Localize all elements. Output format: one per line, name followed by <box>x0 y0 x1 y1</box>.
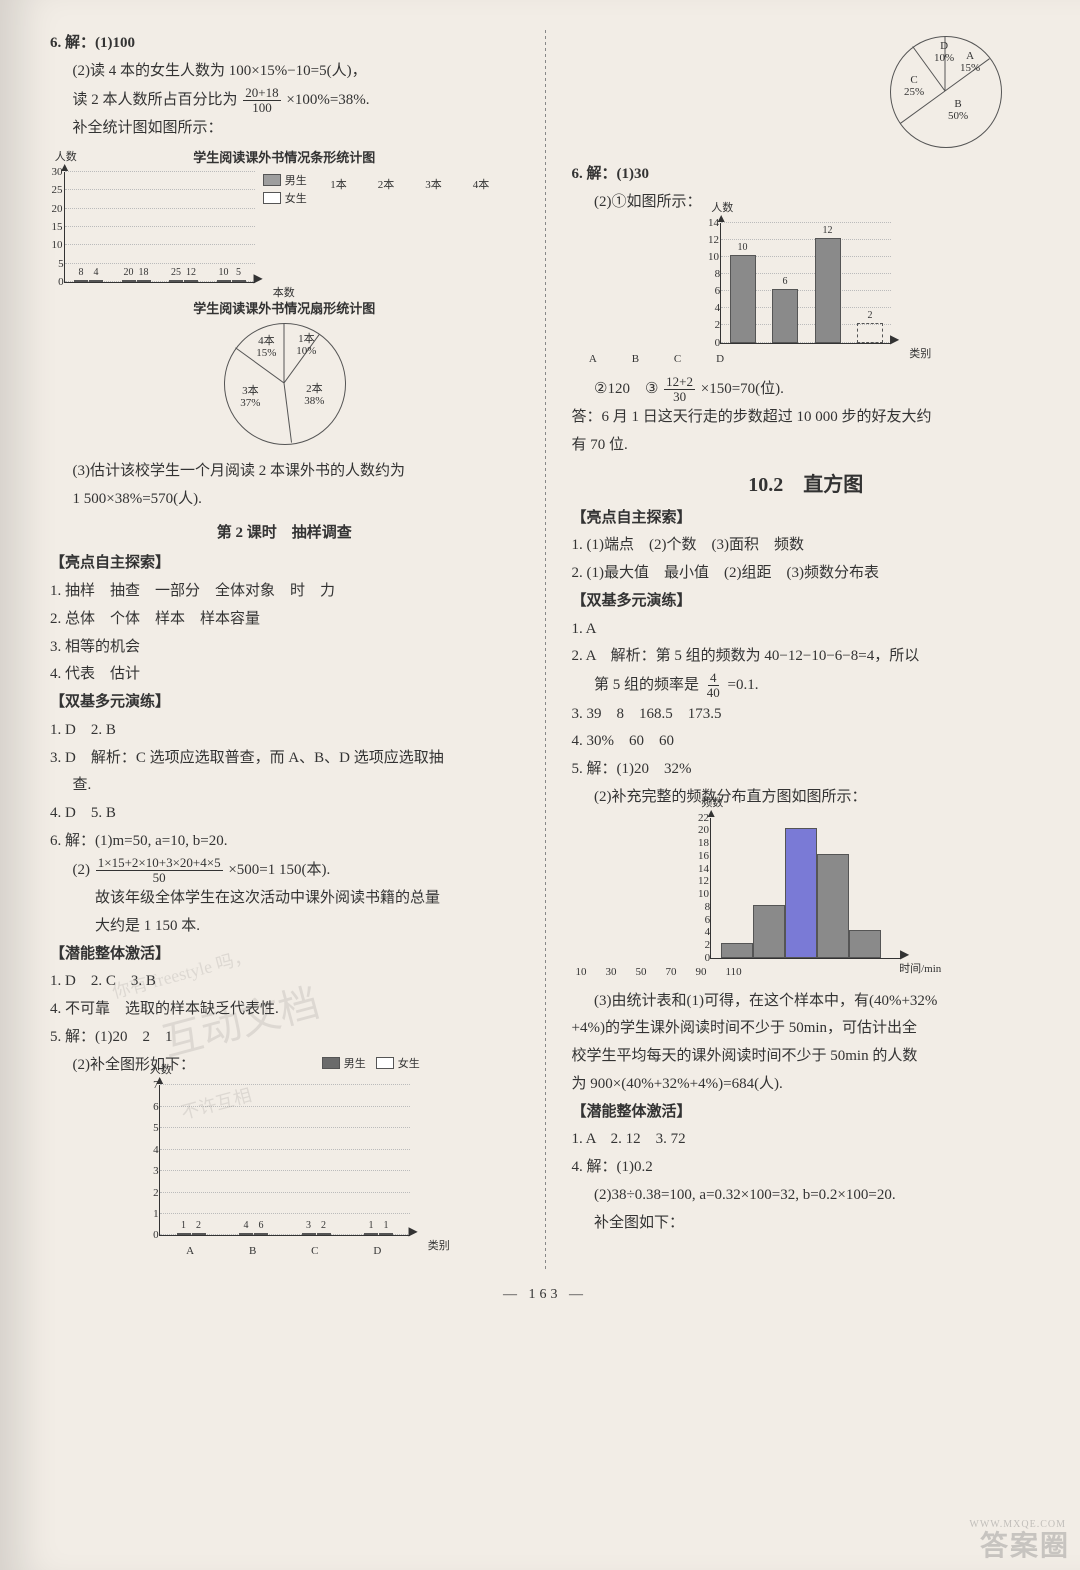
fraction: 20+18 100 <box>243 86 280 116</box>
bar-chart-3-legend: 男生女生 <box>322 1055 420 1071</box>
bar-chart-3: 01234567人数类别▲▶12463211 <box>159 1085 410 1236</box>
two-column-layout: 6. 解：(1)100 (2)读 4 本的女生人数为 100×15%−10=5(… <box>50 30 1040 1269</box>
block-1-title: 【亮点自主探索】 <box>50 550 519 578</box>
b1-2: 2. 总体 个体 样本 样本容量 <box>50 606 519 634</box>
b1-3: 3. 相等的机会 <box>50 634 519 662</box>
rb2-3: 3. 39 8 168.5 173.5 <box>572 701 1041 729</box>
r4: 答：6 月 1 日这天行走的步数超过 10 000 步的好友大约 <box>572 404 1041 432</box>
b1-4: 4. 代表 估计 <box>50 661 519 689</box>
b2-6: 故该年级全体学生在这次活动中课外阅读书籍的总量 <box>50 885 519 913</box>
block-2-title: 【双基多元演练】 <box>50 689 519 717</box>
page-number: — 163 — <box>50 1287 1040 1303</box>
r5: 有 70 位. <box>572 432 1041 460</box>
rb2-7: (3)由统计表和(1)可得，在这个样本中，有(40%+32% <box>572 988 1041 1016</box>
rb3-1: 1. A 2. 12 3. 72 <box>572 1126 1041 1154</box>
histogram: 0246810121416182022频数时间/min▲▶ <box>710 818 901 959</box>
rb2-2a: 2. A 解析：第 5 组的频数为 40−12−10−6−8=4，所以 <box>572 643 1041 671</box>
b3-2: 4. 不可靠 选取的样本缺乏代表性. <box>50 996 519 1024</box>
pie-chart-top-wrap: A15%B50%C25%D10% <box>572 36 1041 151</box>
rb2-10: 为 900×(40%+32%+4%)=684(人). <box>572 1071 1041 1099</box>
pie-chart-1: 1本10%2本38%3本37%4本15% <box>224 323 344 443</box>
rblock1-title: 【亮点自主探索】 <box>572 505 1041 533</box>
bar-chart-r1: 02468101214人数类别▲▶106122 <box>720 223 891 344</box>
r2: (2)①如图所示： <box>572 189 1041 217</box>
left-column: 6. 解：(1)100 (2)读 4 本的女生人数为 100×15%−10=5(… <box>50 30 519 1269</box>
rb3-3: (2)38÷0.38=100, a=0.32×100=32, b=0.2×100… <box>572 1182 1041 1210</box>
b2-7: 大约是 1 150 本. <box>50 913 519 941</box>
q6-step3b: 1 500×38%=570(人). <box>50 486 519 514</box>
rb2-1: 1. A <box>572 616 1041 644</box>
rb1-1: 1. (1)端点 (2)个数 (3)面积 频数 <box>572 532 1041 560</box>
b3-3: 5. 解：(1)20 2 1 <box>50 1024 519 1052</box>
b3-1: 1. D 2. C 3. B <box>50 968 519 996</box>
q6-2b-post: ×100%=38%. <box>286 92 369 108</box>
b1-1: 1. 抽样 抽查 一部分 全体对象 时 力 <box>50 578 519 606</box>
q6-step2c: 补全统计图如图所示： <box>50 115 519 143</box>
rb2-6: (2)补充完整的频数分布直方图如图所示： <box>572 784 1041 812</box>
b2-5: (2) 1×15+2×10+3×20+4×5 50 ×500=1 150(本). <box>50 856 519 886</box>
section-2-title: 第 2 课时 抽样调查 <box>50 521 519 542</box>
section-right-title: 10.2 直方图 <box>572 468 1041 497</box>
right-column: A15%B50%C25%D10% 6. 解：(1)30 (2)①如图所示： 02… <box>572 30 1041 1269</box>
q6-step2a: (2)读 4 本的女生人数为 100×15%−10=5(人)， <box>50 58 519 86</box>
block-3-title: 【潜能整体激活】 <box>50 941 519 969</box>
q6-step3a: (3)估计该校学生一个月阅读 2 本课外书的人数约为 <box>50 458 519 486</box>
r3: ②120 ③ 12+2 30 ×150=70(位). <box>572 375 1041 405</box>
rb3-2: 4. 解：(1)0.2 <box>572 1154 1041 1182</box>
q6-step2b: 读 2 本人数所占百分比为 20+18 100 ×100%=38%. <box>50 86 519 116</box>
pie-chart-1-title: 学生阅读课外书情况扇形统计图 <box>50 298 519 317</box>
b2-4: 6. 解：(1)m=50, a=10, b=20. <box>50 828 519 856</box>
rb2-4: 4. 30% 60 60 <box>572 728 1041 756</box>
rb2-8: +4%)的学生课外阅读时间不少于 50min，可估计出全 <box>572 1015 1041 1043</box>
b2-1: 1. D 2. B <box>50 717 519 745</box>
fraction: 4 40 <box>705 671 722 701</box>
b2-2a: 3. D 解析：C 选项应选取普查，而 A、B、D 选项应选取抽 <box>50 745 519 773</box>
rb2-2b: 第 5 组的频率是 4 40 =0.1. <box>572 671 1041 701</box>
bar-chart-3-wrap: 男生女生 01234567人数类别▲▶12463211 ABCD <box>50 1085 519 1259</box>
pie-chart-top: A15%B50%C25%D10% <box>890 36 1000 146</box>
column-divider <box>545 30 546 1269</box>
q6-header: 6. 解：(1)100 <box>50 30 519 58</box>
watermark-brand: 答案圈 <box>980 1524 1070 1564</box>
bar-chart-1: 051015202530人数本数▲▶8420182512105 <box>64 172 255 283</box>
fraction: 12+2 30 <box>664 375 695 405</box>
rb2-5: 5. 解：(1)20 32% <box>572 756 1041 784</box>
bar-chart-1-legend: 男生女生 <box>263 172 307 206</box>
fraction: 1×15+2×10+3×20+4×5 50 <box>96 856 223 886</box>
pie-chart-1-wrap: 1本10%2本38%3本37%4本15% <box>50 323 519 448</box>
rblock3-title: 【潜能整体激活】 <box>572 1099 1041 1127</box>
rb3-4: 补全图如下： <box>572 1210 1041 1238</box>
rb2-9: 校学生平均每天的课外阅读时间不少于 50min 的人数 <box>572 1043 1041 1071</box>
q6-2b-pre: 读 2 本人数所占百分比为 <box>73 92 238 108</box>
bar-chart-r1-wrap: 02468101214人数类别▲▶106122ABCD <box>572 223 1041 365</box>
rb1-2: 2. (1)最大值 最小值 (2)组距 (3)频数分布表 <box>572 560 1041 588</box>
r1: 6. 解：(1)30 <box>572 161 1041 189</box>
textbook-page: 6. 解：(1)100 (2)读 4 本的女生人数为 100×15%−10=5(… <box>0 0 1080 1570</box>
b2-2b: 查. <box>50 772 519 800</box>
b3-4: (2)补全图形如下： <box>50 1052 519 1080</box>
rblock2-title: 【双基多元演练】 <box>572 588 1041 616</box>
histogram-wrap: 0246810121416182022频数时间/min▲▶10305070901… <box>572 818 1041 978</box>
bar-chart-1-wrap: 051015202530人数本数▲▶8420182512105 男生女生 1本2… <box>50 172 519 288</box>
b2-3: 4. D 5. B <box>50 800 519 828</box>
bar-chart-1-title: 学生阅读课外书情况条形统计图 <box>50 147 519 166</box>
